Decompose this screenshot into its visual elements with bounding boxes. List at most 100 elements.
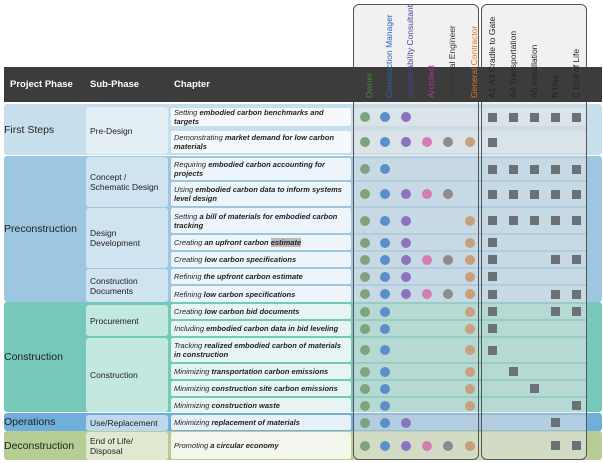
role-dot — [422, 289, 432, 299]
chapter-topic: replacement of materials — [211, 418, 300, 427]
stage-square — [508, 189, 518, 199]
role-dot — [380, 137, 390, 147]
chapter-topic: low carbon specifications — [204, 255, 297, 264]
role-dot — [443, 289, 453, 299]
stage-label: B Use — [550, 74, 560, 98]
stage-square — [487, 164, 497, 174]
chapter-cell: Creating low carbon bid documents — [171, 304, 351, 319]
stage-label: C End of Life — [571, 48, 581, 98]
role-dot — [422, 254, 432, 265]
role-dot — [465, 289, 475, 299]
chapter-text: Tracking realized embodied carbon of mat… — [174, 341, 348, 359]
role-dot — [465, 400, 475, 411]
role-dot — [443, 440, 453, 451]
matrix-row — [353, 415, 587, 430]
chapter-text: Refining the upfront carbon estimate — [174, 272, 303, 281]
chapter-verb: Promoting — [174, 441, 211, 450]
chapter-text: Creating an upfront carbon estimate — [174, 238, 302, 247]
role-dot — [360, 345, 370, 355]
chapter-verb: Creating — [174, 307, 205, 316]
role-dot — [465, 137, 475, 147]
role-dot — [360, 417, 370, 428]
role-dot — [401, 237, 411, 248]
sub-phase-cell: Pre-Design — [86, 107, 168, 154]
stage-square — [571, 255, 581, 264]
chapter-text: Minimizing replacement of materials — [174, 418, 300, 427]
chapter-cell: Setting a bill of materials for embodied… — [171, 208, 351, 233]
chapter-highlight: estimate — [270, 238, 302, 247]
role-dot — [422, 440, 432, 451]
stage-square — [487, 112, 497, 122]
role-dot — [380, 306, 390, 317]
role-dot — [360, 271, 370, 282]
role-dot — [401, 112, 411, 122]
chapter-text: Refining low carbon specifications — [174, 290, 295, 299]
stage-square — [571, 216, 581, 225]
stage-square — [529, 164, 539, 174]
role-label: Construction Manager — [384, 14, 394, 98]
chapter-cell: Tracking realized embodied carbon of mat… — [171, 338, 351, 362]
chapter-verb: Creating — [174, 255, 205, 264]
stage-square — [550, 216, 560, 225]
role-dot — [465, 237, 475, 248]
role-dot — [443, 189, 453, 199]
role-dot — [380, 417, 390, 428]
chapter-cell: Using embodied carbon data to inform sys… — [171, 182, 351, 206]
chapter-verb: Tracking — [174, 341, 205, 350]
role-dot — [465, 306, 475, 317]
chapter-topic: construction site carbon emissions — [211, 384, 338, 393]
chapter-verb: Refining — [174, 272, 204, 281]
role-dot — [360, 383, 370, 394]
role-dot — [443, 254, 453, 265]
role-label: Architect — [426, 64, 436, 98]
stage-square — [550, 289, 560, 299]
chapter-text: Minimizing construction waste — [174, 401, 280, 410]
stage-square — [571, 112, 581, 122]
role-dot — [465, 345, 475, 355]
sub-phase-cell: Construction — [86, 338, 168, 412]
role-dot — [380, 271, 390, 282]
role-dot — [465, 440, 475, 451]
role-dot — [401, 289, 411, 299]
stage-square — [550, 418, 560, 427]
stage-square — [529, 384, 539, 393]
role-dot — [380, 237, 390, 248]
chapter-verb: Minimizing — [174, 418, 212, 427]
chapter-verb: Minimizing — [174, 384, 212, 393]
stage-square — [529, 112, 539, 122]
role-dot — [380, 323, 390, 334]
role-dot — [380, 164, 390, 174]
role-dot — [465, 254, 475, 265]
chapter-verb: Setting — [174, 211, 200, 221]
chapter-text: Requiring embodied carbon accounting for… — [174, 160, 348, 178]
chapter-topic: embodied carbon accounting for projects — [174, 160, 325, 178]
sub-phase-cell: Concept / Schematic Design — [86, 157, 168, 207]
matrix-row — [353, 182, 587, 206]
chapter-verb: Requiring — [174, 160, 209, 169]
phase-label: Deconstruction — [4, 439, 75, 452]
chapter-cell: Requiring embodied carbon accounting for… — [171, 158, 351, 180]
stage-square — [571, 289, 581, 299]
chapter-verb: Minimizing — [174, 367, 212, 376]
chapter-topic: a circular economy — [210, 441, 279, 450]
sub-phase-cell: Construction Documents — [86, 269, 168, 302]
chapter-cell: Creating an upfront carbon estimate — [171, 235, 351, 250]
stage-square — [529, 189, 539, 199]
stage-square — [550, 164, 560, 174]
sub-phase-cell: Procurement — [86, 305, 168, 336]
chapter-text: Promoting a circular economy — [174, 441, 279, 450]
stage-square — [487, 238, 497, 247]
role-label: Owner — [364, 72, 374, 98]
header-sub-phase: Sub-Phase — [90, 79, 140, 90]
role-dot — [401, 137, 411, 147]
sub-phase-cell: Use/Replacement — [86, 415, 168, 431]
stage-label: A5 Installation — [529, 44, 539, 98]
chapter-cell: Including embodied carbon data in bid le… — [171, 321, 351, 336]
role-dot — [380, 254, 390, 265]
role-dot — [465, 366, 475, 377]
phase-label: Preconstruction — [4, 223, 77, 235]
role-dot — [360, 137, 370, 147]
stage-square — [487, 272, 497, 281]
role-dot — [380, 112, 390, 122]
chapter-cell: Minimizing replacement of materials — [171, 415, 351, 430]
